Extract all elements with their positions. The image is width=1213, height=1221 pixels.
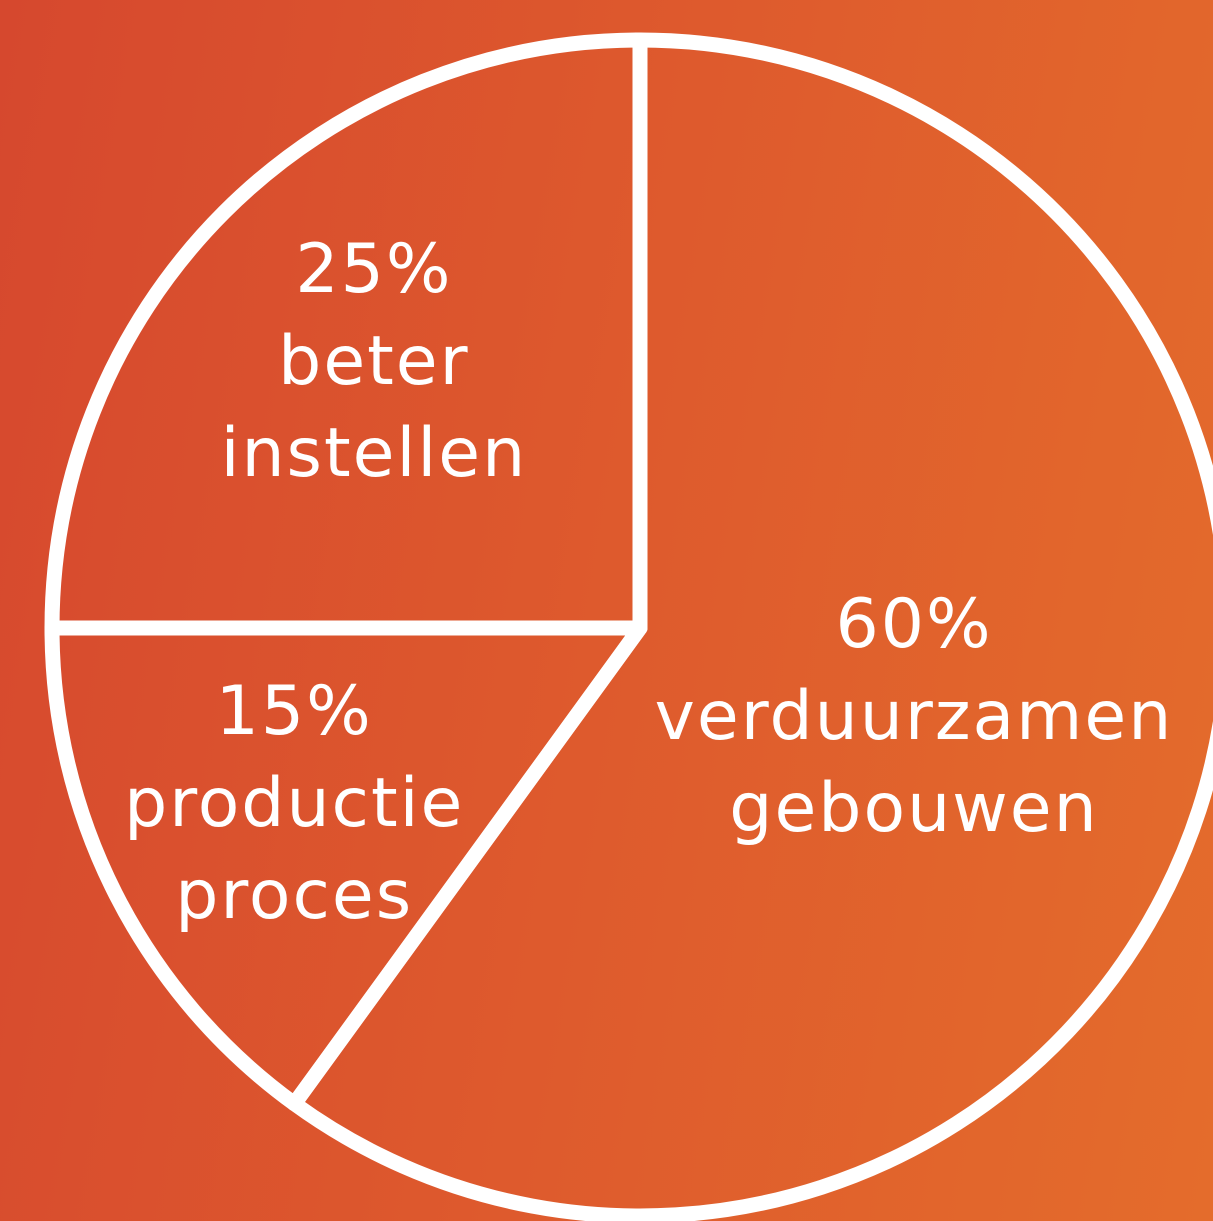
value-label: 60%: [835, 585, 993, 665]
slice-label: 60% verduurzamen gebouwen: [655, 579, 1174, 855]
category-label: verduurzamen gebouwen: [654, 677, 1174, 849]
category-label: beter instellen: [220, 321, 528, 493]
slice-label: 25% beter instellen: [221, 224, 528, 500]
value-label: 25%: [295, 229, 453, 309]
pie-slice: [44, 620, 648, 1112]
category-label: productie proces: [124, 764, 465, 936]
value-label: 15%: [215, 672, 373, 752]
slice-label: 15% productie proces: [124, 666, 464, 942]
pie-slice: [44, 32, 648, 636]
pie-slice: [286, 32, 1213, 1221]
